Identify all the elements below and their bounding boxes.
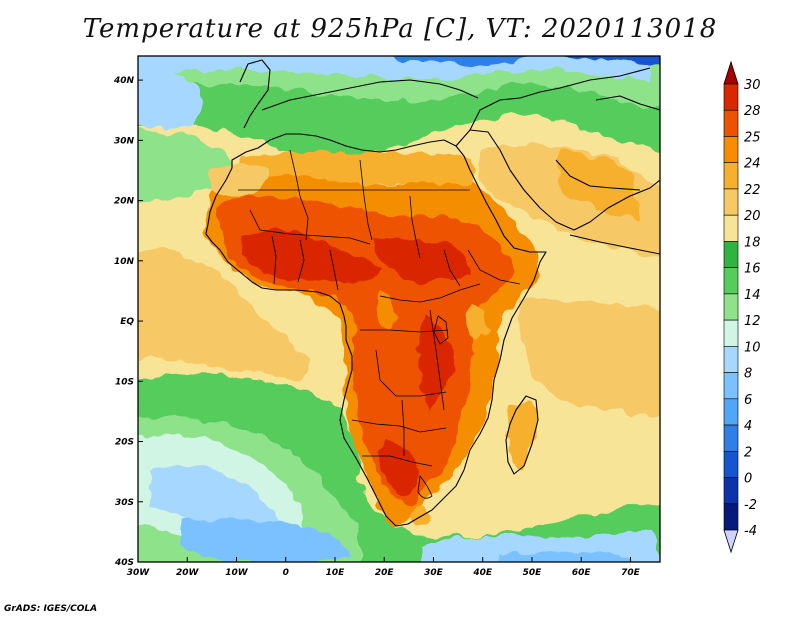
lon-tick-label: 20E [375, 568, 395, 578]
lon-tick-label: 50E [523, 568, 543, 578]
lat-tick-label: 20S [115, 438, 134, 448]
colorbar-label: 0 [744, 472, 752, 487]
colorbar-label: 12 [744, 314, 761, 329]
lon-tick-label: 20W [176, 568, 200, 578]
colorbar-label: 2 [744, 445, 752, 460]
colorbar-label: 24 [744, 157, 761, 172]
lat-tick-label: 10N [114, 257, 135, 267]
credit-label: GrADS: IGES/COLA [4, 604, 98, 614]
colorbar-label: -4 [744, 524, 757, 539]
colorbar-swatch [723, 188, 739, 216]
colorbar-label: -2 [744, 498, 757, 513]
colorbar-label: 30 [744, 78, 761, 93]
plot-frame [137, 55, 661, 563]
colorbar-swatch [723, 450, 739, 478]
colorbar-label: 18 [744, 235, 761, 250]
colorbar-swatch [723, 241, 739, 268]
lon-tick-label: 40E [472, 568, 493, 578]
lon-tick-label: 60E [572, 568, 592, 578]
lat-tick-label: EQ [120, 317, 134, 327]
colorbar-swatch [723, 162, 739, 190]
colorbar-bottom-arrow [723, 529, 739, 554]
map-title: Temperature at 925hPa [C], VT: 202011301… [82, 14, 718, 44]
colorbar-label: 28 [744, 104, 761, 119]
lon-tick-label: 30W [127, 568, 151, 578]
colorbar-label: 10 [744, 340, 761, 355]
lon-tick-label: 10W [225, 568, 249, 578]
colorbar-label: 4 [744, 419, 752, 434]
colorbar-label: 6 [744, 393, 752, 408]
colorbar-label: 16 [744, 262, 761, 277]
colorbar-swatch [723, 109, 739, 137]
colorbar-swatch [723, 83, 739, 111]
colorbar-label: 22 [744, 183, 761, 198]
coastlines [205, 59, 660, 527]
country-borders [238, 149, 521, 499]
lon-tick-label: 0 [283, 568, 289, 578]
colorbar-label: 14 [744, 288, 761, 303]
colorbar-label: 20 [744, 209, 761, 224]
temperature-field [138, 56, 660, 562]
colorbar-swatch [723, 293, 739, 321]
colorbar-top-arrow [723, 60, 739, 85]
colorbar-swatch [723, 346, 739, 373]
colorbar-swatch [723, 319, 739, 347]
colorbar-swatch [723, 136, 739, 164]
colorbar-swatch [723, 267, 739, 295]
longitude-axis: 30W 20W 10W 0 10E 20E 30E 40E 50E 60E 70E [127, 557, 641, 578]
colorbar-swatch [723, 398, 739, 426]
lat-tick-label: 30N [114, 136, 135, 146]
lon-tick-label: 70E [621, 568, 641, 578]
colorbar-swatch [723, 503, 739, 531]
colorbar-label: 8 [744, 367, 752, 382]
colorbar-swatch [723, 214, 739, 242]
lat-tick-label: 30S [115, 498, 134, 508]
lat-tick-label: 20N [114, 197, 135, 207]
lon-tick-label: 10E [326, 568, 346, 578]
colorbar-swatch [723, 372, 739, 400]
lat-tick-label: 40S [114, 558, 134, 568]
lon-tick-label: 30E [424, 568, 444, 578]
lat-tick-label: 40N [113, 76, 135, 86]
colorbar-swatch [723, 477, 739, 505]
colorbar-swatch [723, 424, 739, 452]
lat-tick-label: 10S [115, 377, 134, 387]
latitude-axis: 40N 30N 20N 10N EQ 10S 20S 30S 40S [113, 76, 143, 568]
colorbar-label: 25 [744, 130, 761, 145]
